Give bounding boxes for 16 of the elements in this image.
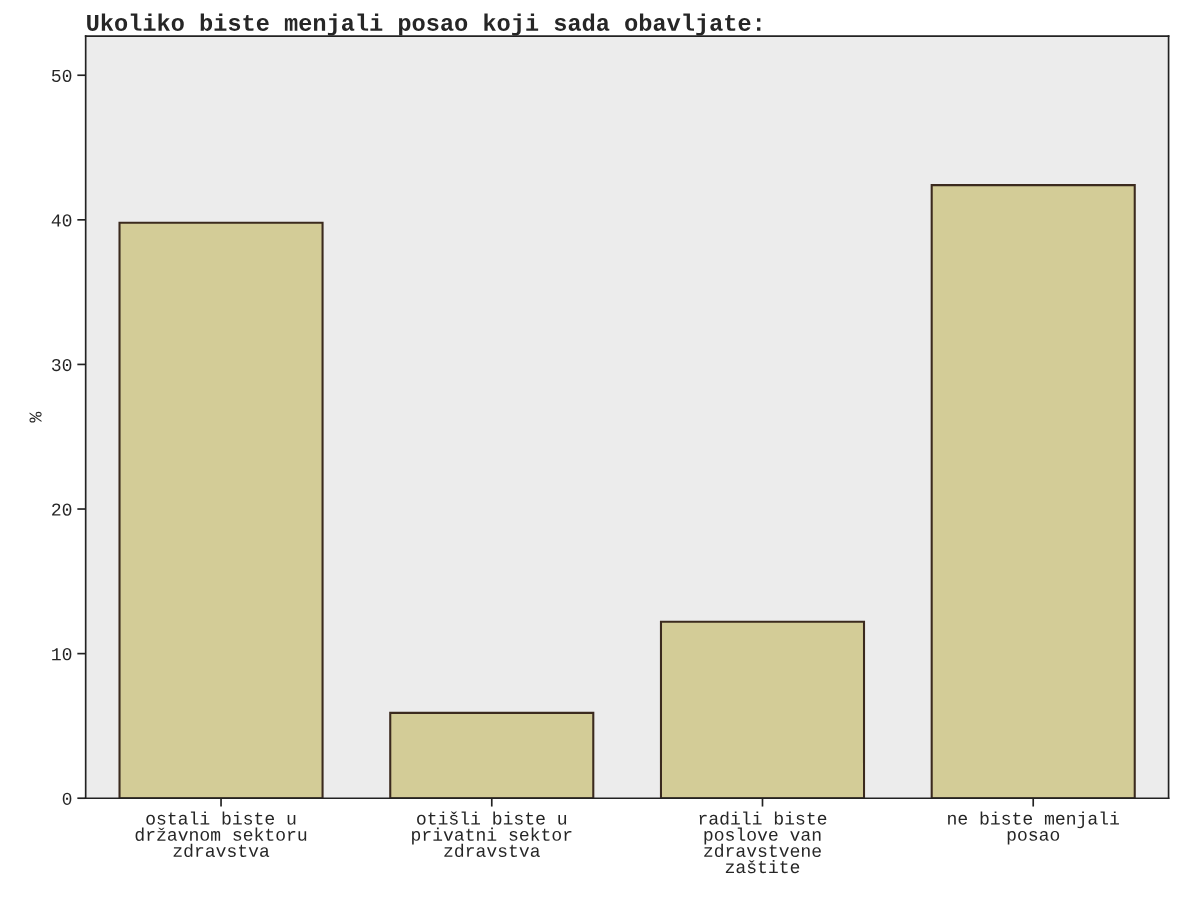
bar <box>389 711 595 799</box>
y-tick-label: 10 <box>52 648 72 661</box>
x-tick-label: otišli biste u privatni sektor zdravstva <box>412 811 572 858</box>
y-axis-title: % <box>29 411 42 423</box>
bar <box>118 221 324 799</box>
y-tick-label: 20 <box>52 503 72 516</box>
y-tick-label: 40 <box>51 214 72 227</box>
y-tick-label: 30 <box>51 358 72 372</box>
x-tick-label: radili biste poslove van zdravstvene zaštite <box>699 811 827 874</box>
y-tick-label: 0 <box>62 792 72 805</box>
bar <box>930 184 1136 799</box>
bar <box>659 620 866 799</box>
y-tick-label: 50 <box>51 69 72 82</box>
x-tick-label: ne biste menjali posao <box>948 811 1119 845</box>
chart-title: Ukoliko biste menjali posao koji sada obavljate: <box>87 13 761 36</box>
x-tick-label: ostali biste u državnom sektoru zdravstva <box>135 811 307 858</box>
